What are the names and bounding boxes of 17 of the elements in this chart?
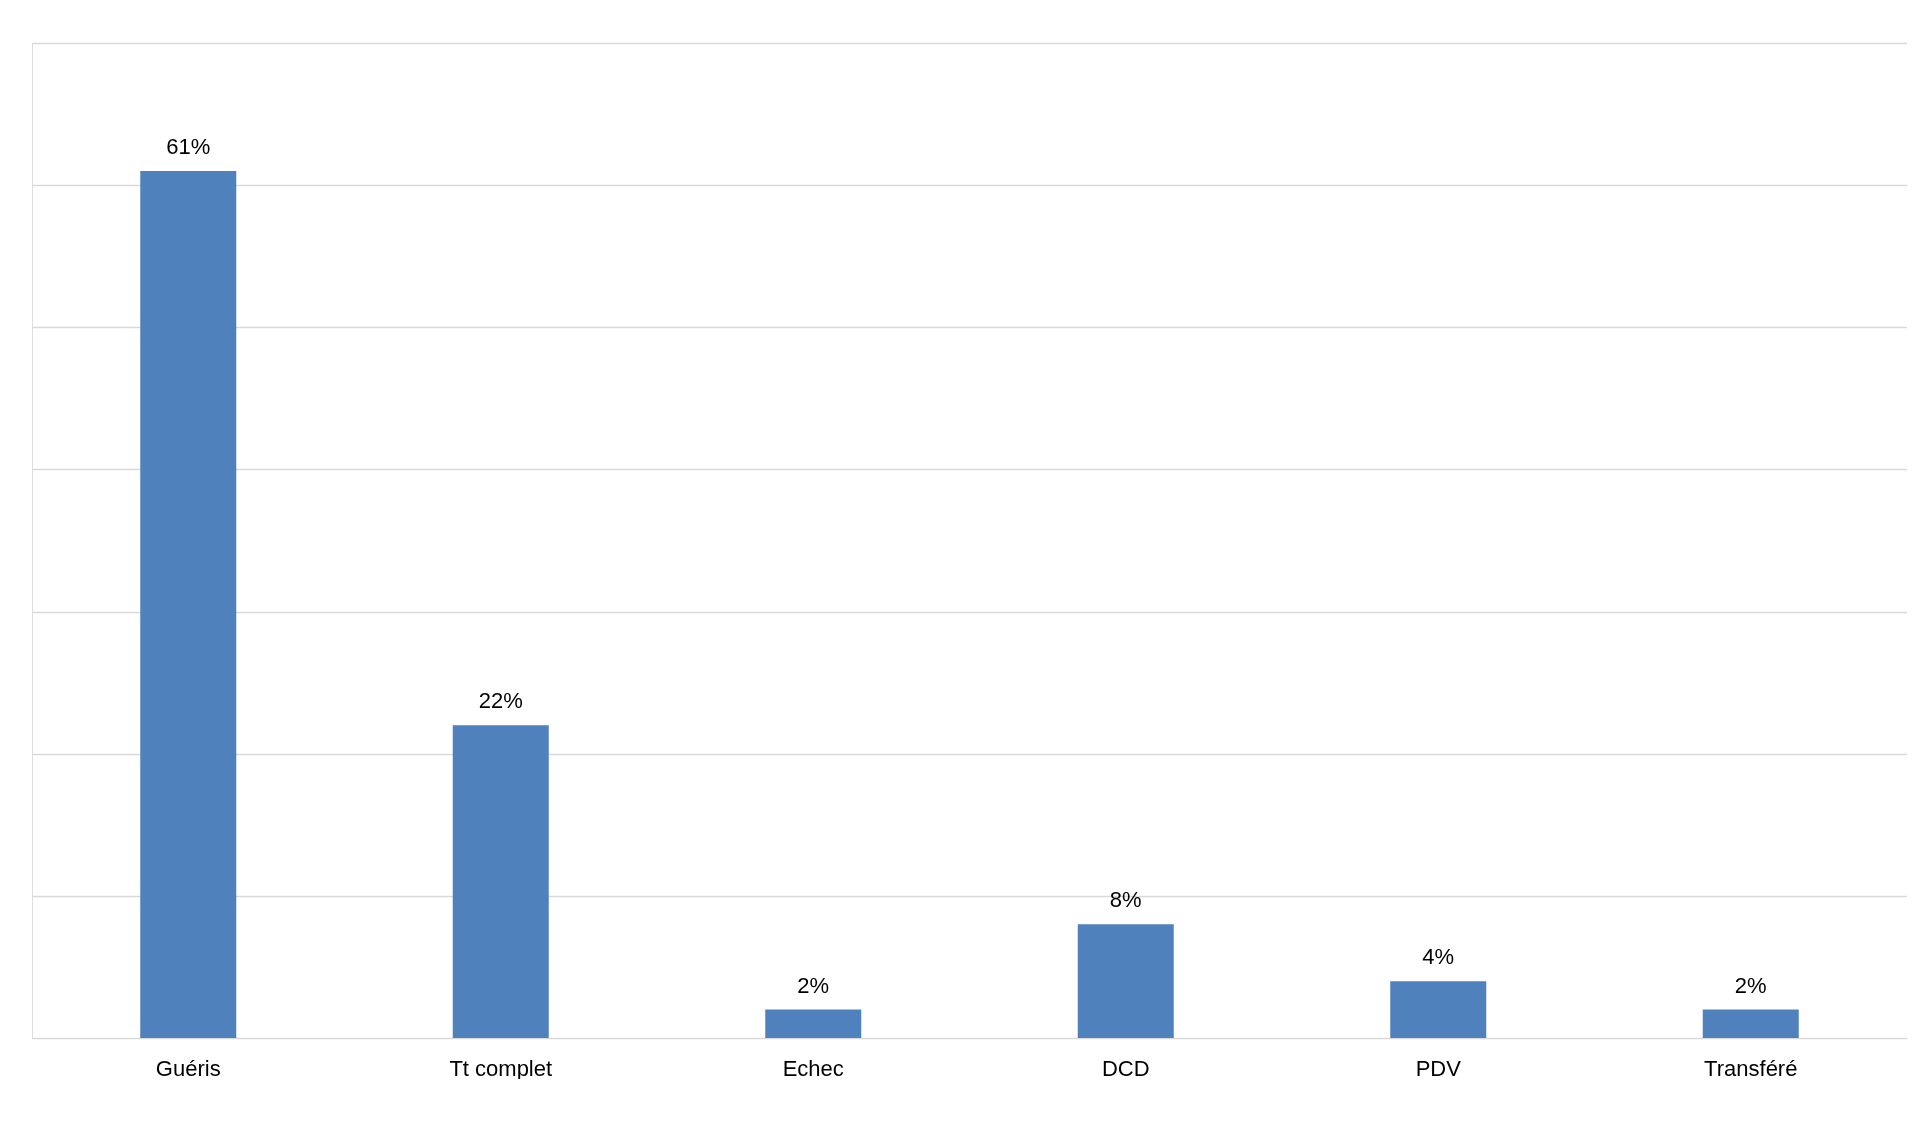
x-tick-label: PDV xyxy=(1415,1055,1462,1081)
data-label: 8% xyxy=(1109,887,1142,913)
data-label: 4% xyxy=(1422,944,1455,970)
x-tick-label: Guéris xyxy=(155,1055,221,1081)
data-label: 61% xyxy=(166,133,211,159)
data-label: 22% xyxy=(478,688,523,714)
bar xyxy=(765,1009,862,1038)
bar xyxy=(140,170,237,1038)
data-label: 2% xyxy=(1734,972,1767,998)
bar xyxy=(1702,1009,1799,1038)
bar xyxy=(452,725,549,1038)
bar xyxy=(1077,924,1174,1038)
x-tick-label: DCD xyxy=(1101,1055,1150,1081)
x-tick-label: Echec xyxy=(782,1055,844,1081)
data-label: 2% xyxy=(797,972,830,998)
bar xyxy=(1390,981,1487,1038)
x-tick-label: Transféré xyxy=(1704,1055,1798,1081)
